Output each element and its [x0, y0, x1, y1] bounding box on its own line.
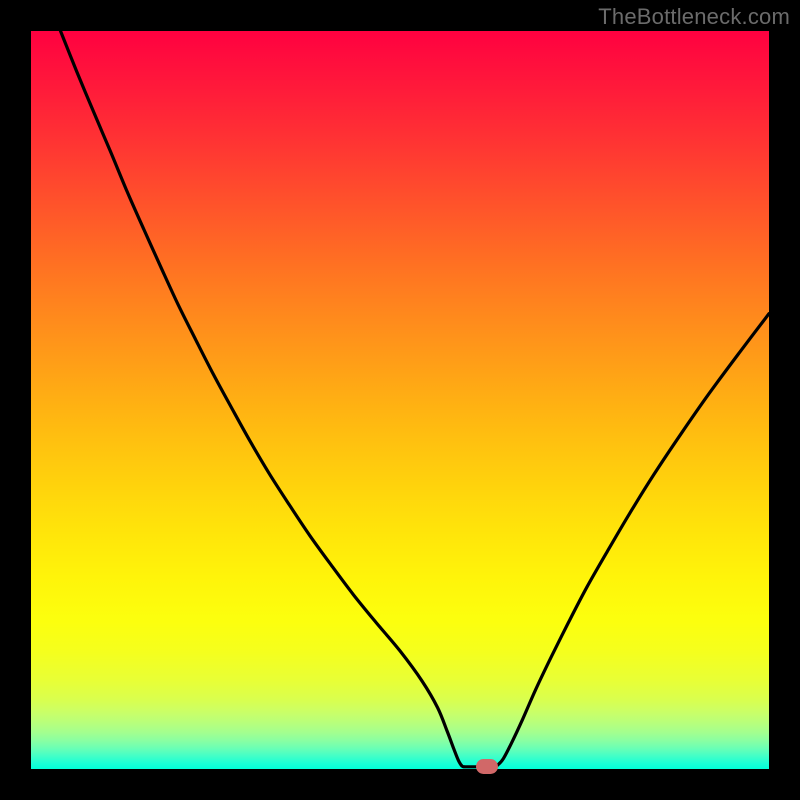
bottleneck-marker	[476, 759, 498, 774]
bottleneck-curve	[61, 31, 769, 767]
chart-curve-layer	[31, 31, 769, 769]
chart-plot-area	[31, 31, 769, 769]
watermark-text: TheBottleneck.com	[598, 4, 790, 30]
